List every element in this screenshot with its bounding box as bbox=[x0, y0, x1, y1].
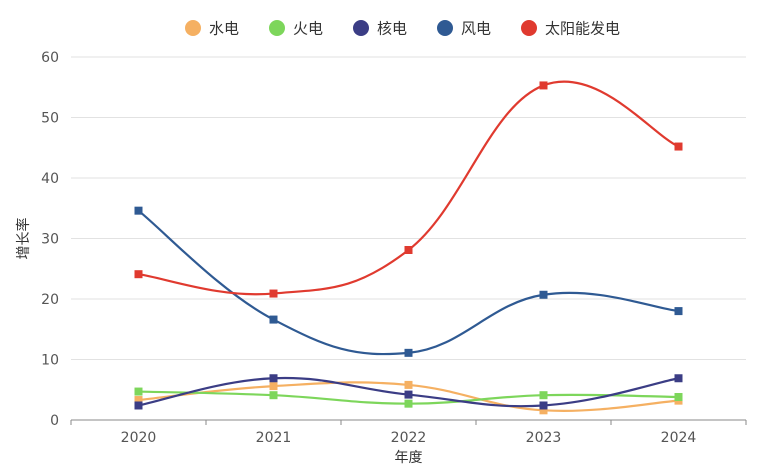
legend-label: 风电 bbox=[461, 20, 491, 38]
data-point[interactable] bbox=[134, 387, 143, 396]
data-point[interactable] bbox=[404, 348, 413, 357]
axes: 0 10 20 30 40 50 60 2020 2021 2022 2023 2024 bbox=[41, 50, 747, 446]
data-point[interactable] bbox=[404, 380, 413, 389]
legend-marker-icon bbox=[521, 20, 537, 36]
y-tick-label: 30 bbox=[41, 232, 59, 248]
data-point[interactable] bbox=[539, 290, 548, 299]
legend-marker-icon bbox=[353, 20, 369, 36]
data-point[interactable] bbox=[134, 270, 143, 279]
legend-marker-icon bbox=[437, 20, 453, 36]
data-point[interactable] bbox=[674, 142, 683, 151]
data-point[interactable] bbox=[269, 382, 278, 391]
x-axis-label: 年度 bbox=[395, 450, 423, 466]
legend-label: 火电 bbox=[293, 20, 323, 38]
data-point[interactable] bbox=[269, 374, 278, 383]
data-point[interactable] bbox=[134, 401, 143, 410]
legend-item[interactable]: 核电 bbox=[353, 20, 407, 38]
y-tick-label: 60 bbox=[41, 50, 59, 66]
legend-item[interactable]: 水电 bbox=[185, 20, 239, 38]
legend-label: 核电 bbox=[377, 20, 407, 38]
data-point[interactable] bbox=[404, 399, 413, 408]
data-point[interactable] bbox=[404, 390, 413, 399]
data-point[interactable] bbox=[539, 81, 548, 90]
y-tick-label: 40 bbox=[41, 171, 59, 187]
series-2 bbox=[134, 374, 683, 410]
x-tick-label: 2023 bbox=[526, 430, 562, 446]
data-point[interactable] bbox=[674, 393, 683, 402]
data-point[interactable] bbox=[404, 245, 413, 254]
y-tick-label: 10 bbox=[41, 353, 59, 369]
series-1 bbox=[134, 387, 683, 408]
legend-item[interactable]: 风电 bbox=[437, 20, 491, 38]
series-3 bbox=[134, 206, 683, 357]
series-line bbox=[137, 209, 679, 356]
x-tick-label: 2022 bbox=[391, 430, 427, 446]
x-tick-label: 2024 bbox=[661, 430, 697, 446]
data-point[interactable] bbox=[269, 391, 278, 400]
legend-marker-icon bbox=[185, 20, 201, 36]
legend-item[interactable]: 太阳能发电 bbox=[521, 20, 620, 38]
data-point[interactable] bbox=[134, 206, 143, 215]
data-point[interactable] bbox=[134, 396, 143, 405]
data-point[interactable] bbox=[269, 315, 278, 324]
grid-lines bbox=[71, 56, 746, 360]
data-point[interactable] bbox=[539, 391, 548, 400]
data-point[interactable] bbox=[674, 374, 683, 383]
series-4 bbox=[134, 80, 683, 298]
data-point[interactable] bbox=[539, 406, 548, 415]
legend-label: 水电 bbox=[209, 20, 239, 38]
y-tick-label: 50 bbox=[41, 111, 59, 127]
y-tick-label: 20 bbox=[41, 292, 59, 308]
legend-label: 太阳能发电 bbox=[545, 20, 620, 38]
x-tick-label: 2020 bbox=[121, 430, 157, 446]
legend[interactable]: 水电 火电 核电 风电 太阳能发电 bbox=[185, 20, 620, 38]
series-lines bbox=[134, 80, 683, 415]
series-line bbox=[138, 80, 679, 296]
legend-marker-icon bbox=[269, 20, 285, 36]
y-tick-label: 0 bbox=[50, 413, 59, 429]
data-point[interactable] bbox=[269, 289, 278, 298]
data-point[interactable] bbox=[539, 401, 548, 410]
x-tick-label: 2021 bbox=[256, 430, 292, 446]
y-axis-label: 增长率 bbox=[15, 218, 32, 260]
data-point[interactable] bbox=[674, 307, 683, 316]
legend-item[interactable]: 火电 bbox=[269, 20, 323, 38]
